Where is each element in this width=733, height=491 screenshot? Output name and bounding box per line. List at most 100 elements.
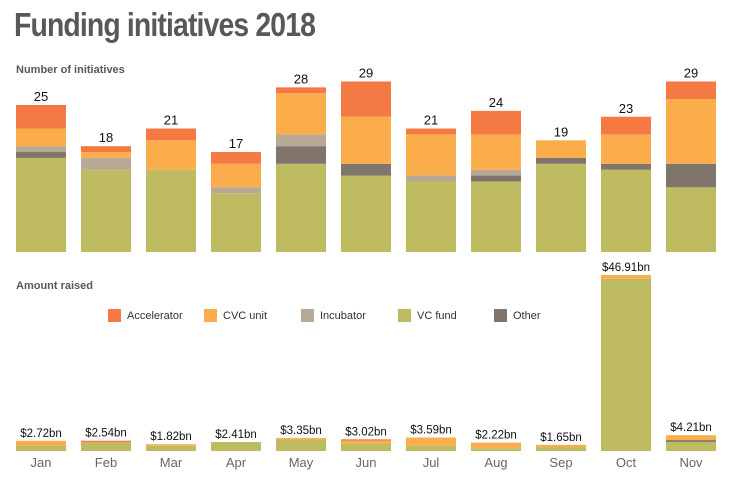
count-bar-mar-accelerator — [146, 128, 196, 141]
count-bar-may-other — [276, 146, 326, 164]
count-bar-jun-accelerator — [341, 81, 391, 117]
count-total-label: 28 — [294, 71, 308, 86]
x-tick-label: Oct — [616, 455, 637, 470]
amount-bar-jan-vc-fund — [16, 445, 66, 451]
amount-bar-jul-vc-fund — [406, 445, 456, 451]
count-bar-feb-vc-fund — [81, 169, 131, 252]
amount-bar-nov-cvc-unit — [666, 435, 716, 441]
count-bar-oct-vc-fund — [601, 169, 651, 252]
count-bar-oct-other — [601, 163, 651, 170]
count-bar-sep-cvc-unit — [536, 140, 586, 158]
count-bar-mar-cvc-unit — [146, 140, 196, 170]
count-bar-jan-other — [16, 152, 66, 158]
count-bar-jan-vc-fund — [16, 157, 66, 252]
x-tick-label: Aug — [484, 455, 507, 470]
legend: Accelerator CVC unit Incubator VC fund O… — [0, 309, 733, 325]
x-tick-label: Sep — [549, 455, 572, 470]
amount-bar-mar-vc-fund — [146, 445, 196, 451]
count-bar-jan-cvc-unit — [16, 128, 66, 147]
amount-bar-aug-cvc-unit — [471, 442, 521, 449]
amount-bar-oct-vc-fund — [601, 278, 651, 451]
count-bar-apr-accelerator — [211, 152, 261, 164]
amount-bar-apr-vc-fund — [211, 441, 261, 451]
amount-total-label: $46.91bn — [602, 262, 650, 274]
x-tick-label: Nov — [679, 455, 703, 470]
count-bar-sep-other — [536, 157, 586, 164]
amount-bar-jul-cvc-unit — [406, 437, 456, 446]
count-total-label: 23 — [619, 101, 633, 116]
x-tick-label: Jul — [423, 455, 440, 470]
count-bar-aug-vc-fund — [471, 181, 521, 252]
count-bar-oct-accelerator — [601, 116, 651, 135]
count-total-label: 21 — [424, 113, 438, 128]
chart-title: Funding initiatives 2018 — [14, 6, 316, 43]
x-tick-label: Jan — [31, 455, 52, 470]
amount-total-label: $1.82bn — [150, 431, 192, 443]
count-total-label: 29 — [359, 65, 373, 80]
count-bar-jun-vc-fund — [341, 175, 391, 252]
amount-section-title: Amount raised — [16, 280, 94, 292]
count-bar-may-vc-fund — [276, 163, 326, 252]
x-tick-label: May — [289, 455, 314, 470]
legend-item-other: Other — [494, 309, 541, 322]
count-total-label: 24 — [489, 95, 503, 110]
legend-swatch-accelerator — [108, 309, 121, 322]
x-tick-label: Feb — [95, 455, 117, 470]
amount-bar-aug-vc-fund — [471, 448, 521, 451]
count-bar-feb-accelerator — [81, 146, 131, 153]
amount-bar-may-cvc-unit — [276, 438, 326, 440]
amount-bar-nov-vc-fund — [666, 441, 716, 451]
amount-total-label: $3.59bn — [410, 425, 452, 437]
count-bar-oct-cvc-unit — [601, 134, 651, 164]
count-bar-may-incubator — [276, 134, 326, 147]
count-total-label: 29 — [684, 65, 698, 80]
count-bar-may-accelerator — [276, 87, 326, 94]
count-total-label: 18 — [99, 130, 113, 145]
amount-total-label: $3.02bn — [345, 426, 387, 438]
amount-bar-jun-accelerator — [341, 439, 391, 441]
count-bar-aug-accelerator — [471, 110, 521, 135]
legend-swatch-other — [494, 309, 507, 322]
amount-total-label: $2.72bn — [20, 428, 62, 440]
legend-label-cvc-unit: CVC unit — [223, 309, 268, 322]
legend-label-vc-fund: VC fund — [417, 309, 457, 322]
count-bar-nov-cvc-unit — [666, 99, 716, 164]
legend-item-incubator: Incubator — [301, 309, 366, 322]
amount-bar-sep-cvc-unit — [536, 444, 586, 448]
legend-item-cvc-unit: CVC unit — [204, 309, 267, 322]
amount-total-label: $1.65bn — [540, 432, 582, 444]
count-bar-apr-vc-fund — [211, 193, 261, 252]
legend-label-accelerator: Accelerator — [127, 309, 183, 322]
amount-bar-nov-other — [666, 440, 716, 442]
count-bar-nov-vc-fund — [666, 187, 716, 252]
count-bar-apr-incubator — [211, 187, 261, 194]
count-bar-sep-vc-fund — [536, 163, 586, 252]
count-bar-jul-incubator — [406, 175, 456, 182]
x-tick-label: Apr — [226, 455, 247, 470]
amount-total-label: $2.54bn — [85, 428, 127, 440]
amount-bar-jun-cvc-unit — [341, 440, 391, 444]
amount-bar-feb-accelerator — [81, 440, 131, 443]
count-bar-jul-vc-fund — [406, 181, 456, 252]
amount-total-label: $4.21bn — [670, 422, 712, 434]
count-total-label: 21 — [164, 113, 178, 128]
amount-total-label: $2.41bn — [215, 429, 257, 441]
amount-total-label: $3.35bn — [280, 425, 322, 437]
count-bar-nov-other — [666, 163, 716, 188]
count-total-label: 25 — [34, 89, 48, 104]
count-bar-jun-cvc-unit — [341, 116, 391, 164]
amount-bar-jan-cvc-unit — [16, 440, 66, 446]
amount-bar-mar-cvc-unit — [146, 444, 196, 446]
legend-label-other: Other — [513, 309, 541, 322]
amount-bar-oct-cvc-unit — [601, 275, 651, 279]
count-bar-nov-accelerator — [666, 81, 716, 100]
count-bar-jul-cvc-unit — [406, 134, 456, 176]
legend-swatch-incubator — [301, 309, 314, 322]
count-bar-feb-cvc-unit — [81, 152, 131, 158]
count-bar-may-cvc-unit — [276, 93, 326, 135]
count-bar-jun-other — [341, 163, 391, 176]
count-bar-jan-incubator — [16, 146, 66, 153]
count-total-label: 17 — [229, 136, 243, 151]
count-bar-apr-cvc-unit — [211, 163, 261, 188]
